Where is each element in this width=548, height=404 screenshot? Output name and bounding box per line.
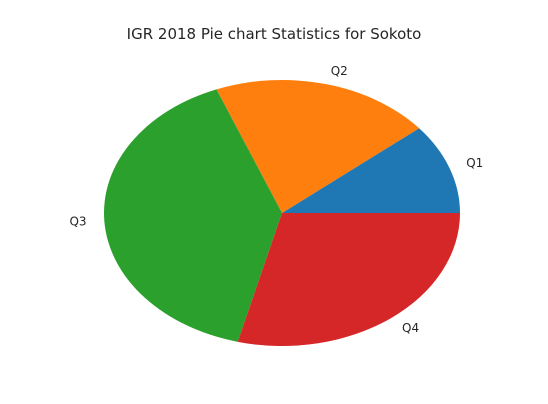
pie-slice-q2: [216, 79, 420, 213]
pie-label-q2: Q2: [331, 64, 348, 78]
pie-label-q3: Q3: [69, 215, 86, 229]
pie-label-q1: Q1: [466, 156, 483, 170]
pie-slice-q3: [104, 89, 282, 342]
chart-title: IGR 2018 Pie chart Statistics for Sokoto: [126, 25, 422, 43]
pie-slice-q1: [282, 128, 460, 213]
pie-label-q4: Q4: [402, 321, 419, 335]
pie-slice-q4: [237, 213, 460, 346]
